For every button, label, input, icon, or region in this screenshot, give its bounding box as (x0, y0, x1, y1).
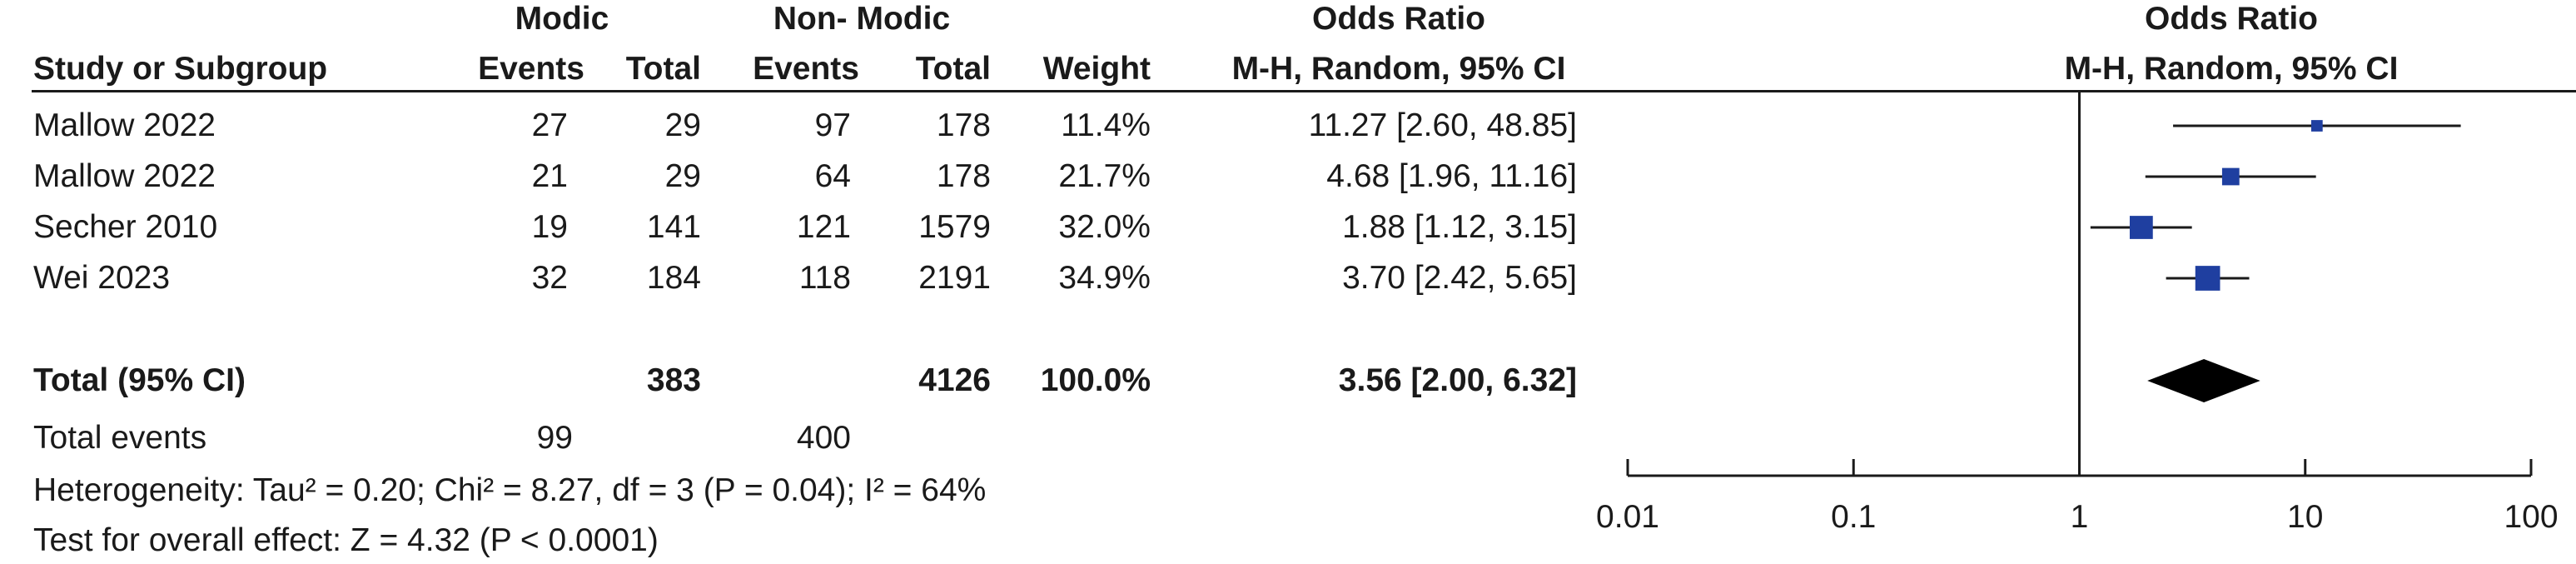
weight-cell: 34.9% (1058, 260, 1151, 296)
total1-cell: 141 (646, 209, 701, 245)
or-ci-cell: 1.88 [1.12, 3.15] (1342, 209, 1577, 245)
or-ci-cell: 11.27 [2.60, 48.85] (1308, 107, 1577, 143)
events2-cell: 97 (814, 107, 851, 143)
total1-header: Total (625, 51, 701, 87)
total1-cell: 29 (664, 107, 701, 143)
plot-subtitle: M-H, Random, 95% CI (2064, 51, 2399, 87)
total-events-label: Total events (33, 420, 207, 456)
total2-sum: 4126 (918, 362, 991, 398)
events2-cell: 121 (796, 209, 851, 245)
events1-cell: 32 (531, 260, 568, 296)
total-events1: 99 (536, 420, 573, 456)
or-ci-cell: 4.68 [1.96, 11.16] (1326, 158, 1577, 194)
total2-cell: 1579 (918, 209, 991, 245)
total-weight: 100.0% (1040, 362, 1151, 398)
total2-cell: 178 (936, 107, 991, 143)
events2-cell: 118 (798, 260, 851, 296)
header-rule (32, 90, 2576, 92)
study-marker (2221, 167, 2240, 186)
study-name: Secher 2010 (33, 209, 218, 245)
events2-cell: 64 (814, 158, 851, 194)
group2-header: Non- Modic (773, 1, 951, 37)
study-name: Mallow 2022 (33, 158, 216, 194)
study-marker (2310, 120, 2323, 132)
total2-cell: 2191 (918, 260, 991, 296)
total-events2: 400 (796, 420, 851, 456)
total-label: Total (95% CI) (33, 362, 246, 398)
events1-cell: 19 (531, 209, 568, 245)
total2-header: Total (915, 51, 991, 87)
total1-cell: 29 (664, 158, 701, 194)
events1-header: Events (478, 51, 584, 87)
x-tick-label: 0.1 (1831, 499, 1876, 535)
study-column-header: Study or Subgroup (33, 51, 328, 87)
events1-cell: 27 (531, 107, 568, 143)
x-tick-label: 0.01 (1596, 499, 1659, 535)
plot-title: Odds Ratio (2144, 1, 2318, 37)
group1-header: Modic (515, 1, 609, 37)
or-column-title: Odds Ratio (1311, 1, 1485, 37)
pooled-or-ci: 3.56 [2.00, 6.32] (1338, 362, 1577, 398)
study-marker (2195, 266, 2220, 291)
pooled-diamond (2147, 359, 2260, 402)
or-ci-cell: 3.70 [2.42, 5.65] (1342, 260, 1577, 296)
x-tick-label: 10 (2287, 499, 2323, 535)
total1-sum: 383 (646, 362, 701, 398)
weight-cell: 21.7% (1058, 158, 1151, 194)
total2-cell: 178 (936, 158, 991, 194)
overall-effect-text: Test for overall effect: Z = 4.32 (P < 0… (33, 522, 659, 558)
study-name: Wei 2023 (33, 260, 171, 296)
or-column-subtitle: M-H, Random, 95% CI (1231, 51, 1566, 87)
study-name: Mallow 2022 (33, 107, 216, 143)
weight-cell: 32.0% (1058, 209, 1151, 245)
study-marker (2129, 216, 2153, 239)
x-tick-label: 100 (2504, 499, 2558, 535)
events1-cell: 21 (531, 158, 568, 194)
x-tick-label: 1 (2071, 499, 2089, 535)
heterogeneity-text: Heterogeneity: Tau² = 0.20; Chi² = 8.27,… (33, 472, 987, 508)
weight-cell: 11.4% (1061, 107, 1151, 143)
events2-header: Events (753, 51, 859, 87)
total1-cell: 184 (646, 260, 701, 296)
weight-header: Weight (1042, 51, 1151, 87)
